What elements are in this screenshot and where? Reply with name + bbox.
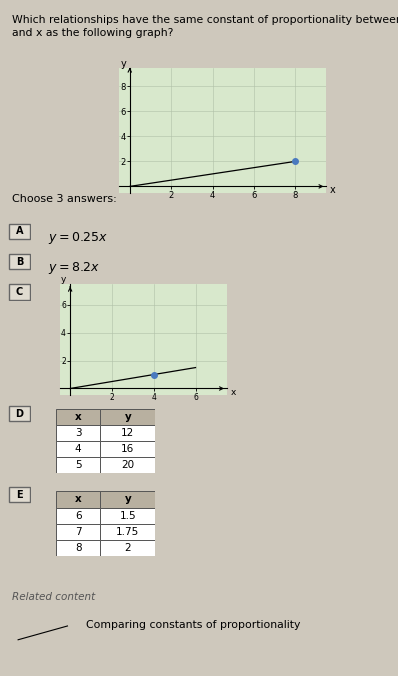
Bar — [100, 457, 155, 473]
Bar — [56, 425, 100, 441]
Bar — [100, 523, 155, 539]
Text: Comparing constants of proportionality: Comparing constants of proportionality — [86, 621, 300, 630]
Text: y: y — [121, 59, 127, 69]
Text: y: y — [125, 412, 131, 422]
Text: y: y — [125, 494, 131, 504]
Text: x: x — [75, 412, 82, 422]
Bar — [56, 539, 100, 556]
Text: D: D — [16, 409, 23, 418]
Text: A: A — [16, 226, 23, 236]
Text: x: x — [230, 388, 236, 397]
Text: x: x — [75, 494, 82, 504]
FancyBboxPatch shape — [9, 224, 30, 239]
Text: x: x — [330, 185, 336, 195]
Text: 3: 3 — [75, 428, 82, 438]
Text: 4: 4 — [75, 444, 82, 454]
Bar — [100, 491, 155, 508]
Text: C: C — [16, 287, 23, 297]
Text: 7: 7 — [75, 527, 82, 537]
Text: Which relationships have the same constant of proportionality between y: Which relationships have the same consta… — [12, 15, 398, 25]
FancyBboxPatch shape — [9, 254, 30, 269]
Bar — [100, 409, 155, 425]
Text: and x as the following graph?: and x as the following graph? — [12, 28, 173, 39]
Bar — [56, 457, 100, 473]
Text: y: y — [61, 275, 66, 284]
Text: E: E — [16, 490, 23, 500]
Bar — [100, 425, 155, 441]
Text: 1.5: 1.5 — [119, 510, 136, 521]
Text: Related content: Related content — [12, 592, 95, 602]
Bar — [56, 441, 100, 457]
Text: 2: 2 — [125, 543, 131, 553]
FancyBboxPatch shape — [9, 406, 30, 421]
Text: 20: 20 — [121, 460, 135, 470]
Text: Choose 3 answers:: Choose 3 answers: — [12, 194, 117, 203]
Bar — [56, 491, 100, 508]
Bar — [56, 523, 100, 539]
Text: 6: 6 — [75, 510, 82, 521]
Text: 5: 5 — [75, 460, 82, 470]
Text: $y = 0.25x$: $y = 0.25x$ — [48, 230, 107, 246]
Text: 8: 8 — [75, 543, 82, 553]
Bar — [56, 508, 100, 523]
Text: $y = 8.2x$: $y = 8.2x$ — [48, 260, 100, 276]
FancyBboxPatch shape — [9, 285, 30, 299]
FancyBboxPatch shape — [9, 487, 30, 502]
Bar — [100, 441, 155, 457]
Text: 12: 12 — [121, 428, 135, 438]
Text: 1.75: 1.75 — [116, 527, 139, 537]
Text: 16: 16 — [121, 444, 135, 454]
Bar — [100, 508, 155, 523]
Bar — [100, 539, 155, 556]
Bar — [56, 409, 100, 425]
Text: B: B — [16, 257, 23, 266]
